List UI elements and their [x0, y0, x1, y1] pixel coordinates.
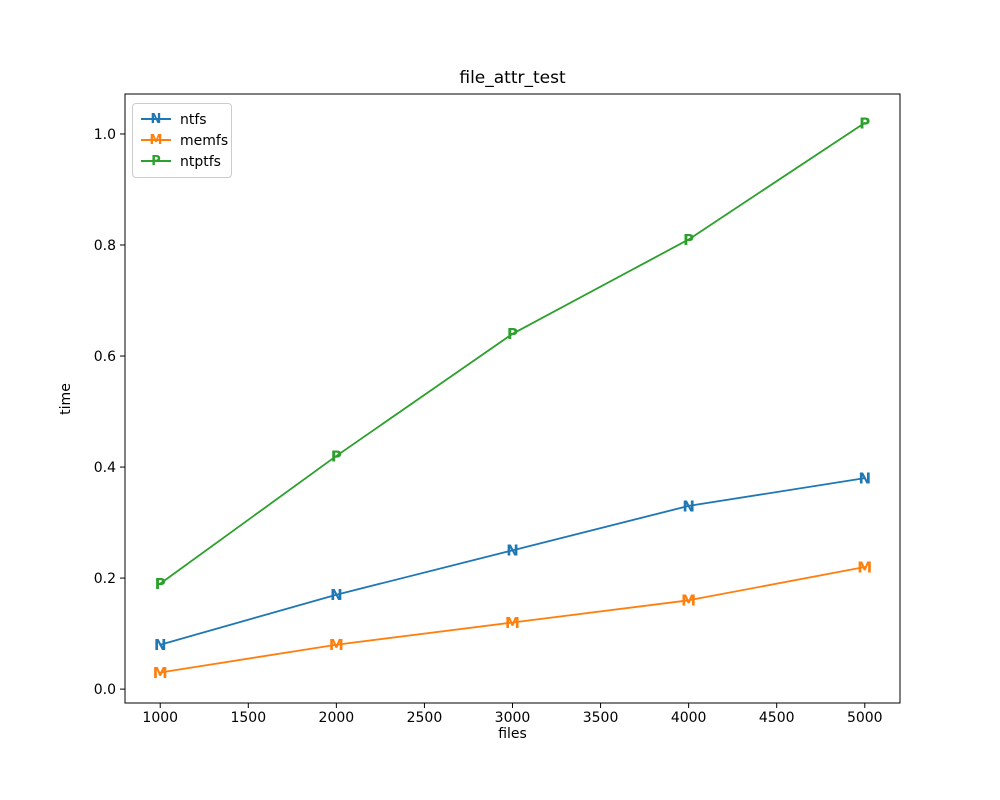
legend-marker-memfs: M — [149, 133, 163, 148]
y-tick-label: 0.6 — [94, 349, 116, 365]
marker-memfs: M — [857, 558, 872, 576]
series-line-ntfs — [159, 477, 866, 646]
x-tick-label: 2500 — [407, 710, 443, 726]
legend-line-sample-ntptfs: P — [141, 151, 171, 172]
y-tick-label: 0.8 — [94, 238, 116, 254]
y-tick-label: 0.4 — [94, 460, 116, 476]
series-line-ntptfs — [159, 121, 866, 585]
legend-line-ntptfs — [141, 160, 171, 162]
legend-marker-ntfs: N — [150, 112, 162, 127]
legend-label-ntfs: ntfs — [180, 111, 207, 128]
marker-memfs: M — [153, 664, 168, 682]
marker-ntfs: N — [154, 636, 167, 654]
legend-label-ntptfs: ntptfs — [180, 153, 221, 170]
legend-line-memfs — [141, 139, 171, 141]
x-tick-label: 4000 — [671, 710, 707, 726]
marker-memfs: M — [329, 636, 344, 654]
y-tick-label: 0.2 — [94, 571, 116, 587]
legend-line-sample-ntfs: N — [141, 109, 171, 130]
y-tick-label: 0.0 — [94, 682, 116, 698]
legend-line-ntfs — [141, 118, 171, 120]
x-tick-label: 1500 — [230, 710, 266, 726]
marker-ntptfs: P — [155, 575, 166, 593]
x-tick-label: 4500 — [759, 710, 795, 726]
marker-ntfs: N — [858, 470, 871, 488]
marker-ntfs: N — [682, 497, 695, 515]
legend-label-memfs: memfs — [180, 132, 229, 149]
legend-marker-ntptfs: P — [151, 154, 161, 169]
marker-ntptfs: P — [859, 114, 870, 132]
y-axis-label: time — [58, 383, 74, 415]
marker-ntptfs: P — [331, 447, 342, 465]
y-tick-label: 1.0 — [94, 127, 116, 143]
plot-frame — [124, 93, 901, 704]
x-tick-label: 2000 — [319, 710, 355, 726]
marker-ntptfs: P — [683, 231, 694, 249]
marker-memfs: M — [505, 614, 520, 632]
legend-line-sample-memfs: M — [141, 130, 171, 151]
x-tick-label: 3500 — [583, 710, 619, 726]
x-axis-label: files — [498, 726, 527, 742]
x-tick-label: 5000 — [847, 710, 883, 726]
marker-ntptfs: P — [507, 325, 518, 343]
series-line-memfs — [159, 566, 866, 674]
marker-ntfs: N — [330, 586, 343, 604]
x-tick-label: 1000 — [142, 710, 178, 726]
marker-ntfs: N — [506, 542, 519, 560]
chart-title: file_attr_test — [459, 68, 566, 88]
marker-memfs: M — [681, 592, 696, 610]
x-tick-label: 3000 — [495, 710, 531, 726]
